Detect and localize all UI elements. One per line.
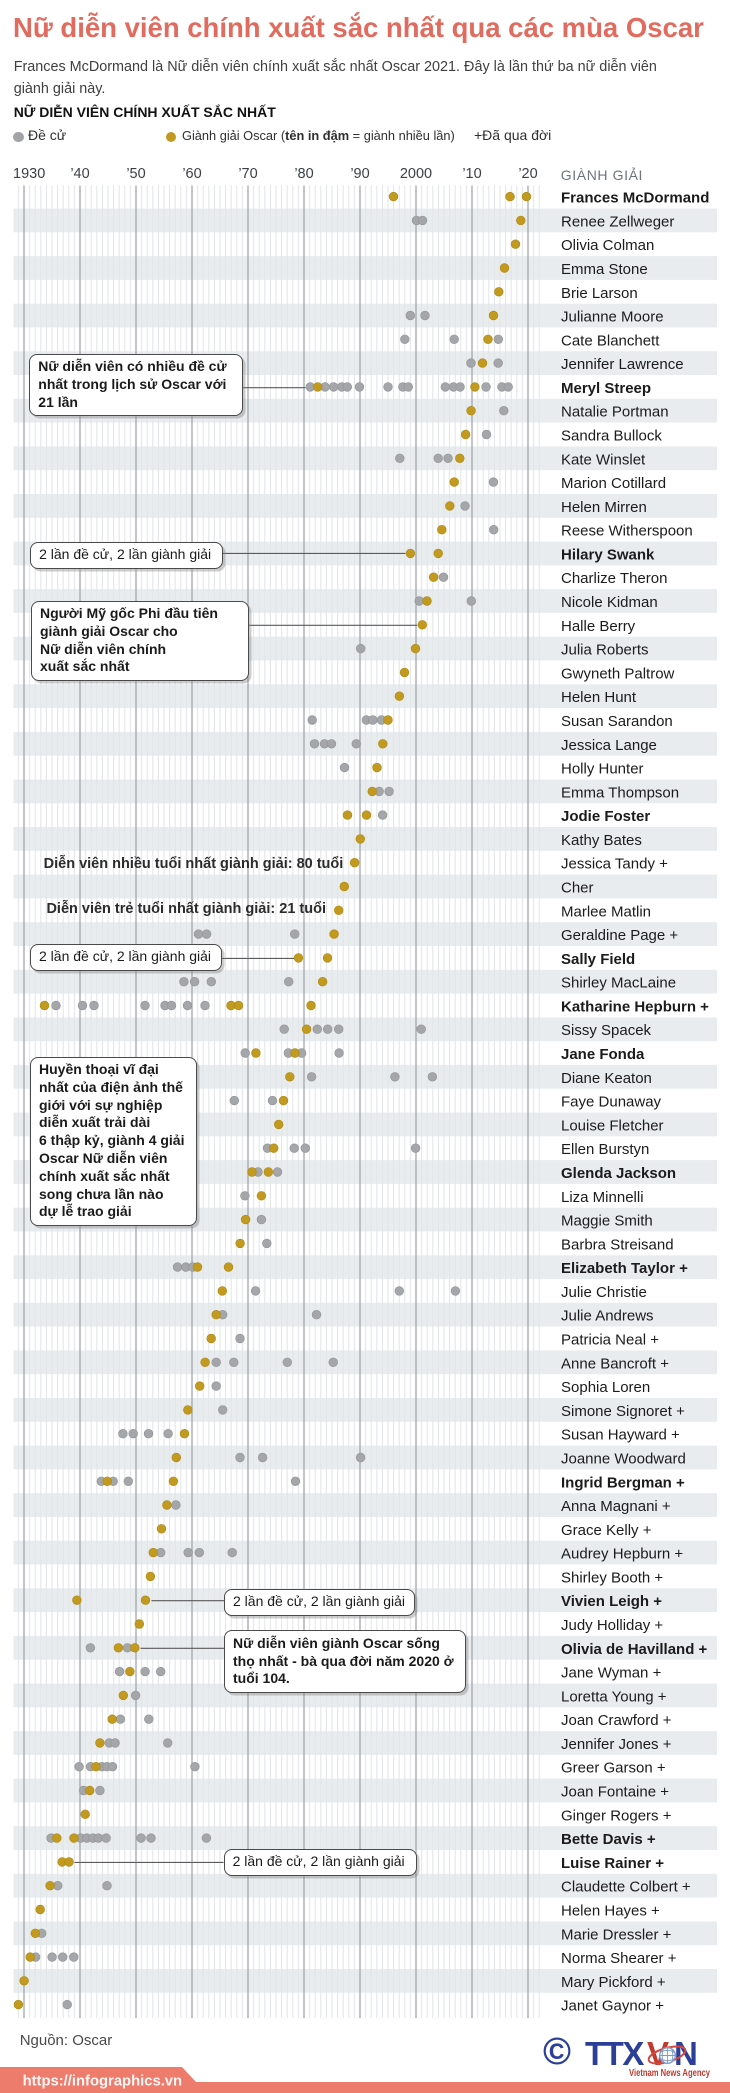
svg-text:Charlize Theron: Charlize Theron <box>561 570 667 587</box>
svg-text:Judy Holliday +: Judy Holliday + <box>561 1617 663 1634</box>
svg-text:N: N <box>674 2035 698 2072</box>
svg-text:Julie Andrews: Julie Andrews <box>561 1308 654 1325</box>
svg-text:Helen Hunt: Helen Hunt <box>561 689 637 706</box>
svg-text:Holly Hunter: Holly Hunter <box>561 761 644 778</box>
svg-text:Shirley MacLaine: Shirley MacLaine <box>561 975 676 992</box>
svg-text:Audrey Hepburn +: Audrey Hepburn + <box>561 1546 683 1563</box>
svg-text:Jane Fonda: Jane Fonda <box>561 1046 645 1063</box>
svg-text:Luise Rainer +: Luise Rainer + <box>561 1855 664 1872</box>
svg-text:Janet Gaynor +: Janet Gaynor + <box>561 1998 664 2015</box>
svg-text:Anne Bancroft +: Anne Bancroft + <box>561 1355 669 1372</box>
svg-text:Vivien Leigh +: Vivien Leigh + <box>561 1593 662 1610</box>
svg-text:Loretta Young +: Loretta Young + <box>561 1688 667 1705</box>
svg-text:Barbra Streisand: Barbra Streisand <box>561 1236 674 1253</box>
svg-text:Frances McDormand: Frances McDormand <box>561 190 709 207</box>
svg-text:Ellen Burstyn: Ellen Burstyn <box>561 1141 649 1158</box>
svg-text:Jennifer Jones +: Jennifer Jones + <box>561 1736 672 1753</box>
svg-text:Hilary Swank: Hilary Swank <box>561 546 655 563</box>
svg-text:Shirley Booth +: Shirley Booth + <box>561 1569 663 1586</box>
svg-text:Joan Fontaine +: Joan Fontaine + <box>561 1784 669 1801</box>
svg-text:Marion Cotillard: Marion Cotillard <box>561 475 666 492</box>
svg-text:Cate Blanchett: Cate Blanchett <box>561 332 660 349</box>
svg-text:©: © <box>543 2031 571 2073</box>
svg-text:Claudette Colbert +: Claudette Colbert + <box>561 1879 691 1896</box>
svg-text:Ginger Rogers +: Ginger Rogers + <box>561 1807 672 1824</box>
svg-text:https://infographics.vn: https://infographics.vn <box>23 2074 182 2090</box>
svg-text:Faye Dunaway: Faye Dunaway <box>561 1094 662 1111</box>
svg-text:Cher: Cher <box>561 880 594 897</box>
svg-text:Geraldine Page +: Geraldine Page + <box>561 927 678 944</box>
svg-text:Mary Pickford +: Mary Pickford + <box>561 1974 666 1991</box>
svg-text:Bette Davis +: Bette Davis + <box>561 1831 656 1848</box>
svg-text:Reese Witherspoon: Reese Witherspoon <box>561 523 693 540</box>
svg-text:Katharine Hepburn +: Katharine Hepburn + <box>561 999 709 1016</box>
svg-text:Susan Hayward +: Susan Hayward + <box>561 1427 680 1444</box>
svg-text:Anna Magnani +: Anna Magnani + <box>561 1498 671 1515</box>
svg-text:Maggie Smith: Maggie Smith <box>561 1213 653 1230</box>
svg-text:Joanne Woodward: Joanne Woodward <box>561 1451 686 1468</box>
svg-text:Brie Larson: Brie Larson <box>561 285 638 302</box>
svg-text:Ingrid Bergman +: Ingrid Bergman + <box>561 1474 685 1491</box>
svg-text:Sandra Bullock: Sandra Bullock <box>561 428 662 445</box>
svg-text:Emma Thompson: Emma Thompson <box>561 784 679 801</box>
svg-text:Natalie Portman: Natalie Portman <box>561 404 669 421</box>
svg-text:Sissy Spacek: Sissy Spacek <box>561 1022 652 1039</box>
svg-text:Gwyneth Paltrow: Gwyneth Paltrow <box>561 665 675 682</box>
svg-text:Jessica Tandy +: Jessica Tandy + <box>561 856 668 873</box>
svg-text:Patricia Neal +: Patricia Neal + <box>561 1332 659 1349</box>
svg-text:Helen Mirren: Helen Mirren <box>561 499 647 516</box>
svg-text:TTX: TTX <box>585 2035 644 2072</box>
svg-text:Halle Berry: Halle Berry <box>561 618 636 635</box>
svg-text:Jennifer Lawrence: Jennifer Lawrence <box>561 356 684 373</box>
svg-text:Helen Hayes +: Helen Hayes + <box>561 1903 660 1920</box>
svg-text:Louise Fletcher: Louise Fletcher <box>561 1117 664 1134</box>
svg-text:Olivia Colman: Olivia Colman <box>561 237 654 254</box>
svg-text:Marlee Matlin: Marlee Matlin <box>561 903 651 920</box>
svg-text:Sophia Loren: Sophia Loren <box>561 1379 650 1396</box>
svg-text:Renee Zellweger: Renee Zellweger <box>561 213 674 230</box>
svg-text:Sally Field: Sally Field <box>561 951 635 968</box>
svg-text:Elizabeth Taylor +: Elizabeth Taylor + <box>561 1260 688 1277</box>
svg-text:Marie Dressler +: Marie Dressler + <box>561 1926 672 1943</box>
svg-text:Julie Christie: Julie Christie <box>561 1284 647 1301</box>
svg-text:Joan Crawford +: Joan Crawford + <box>561 1712 672 1729</box>
svg-text:Meryl Streep: Meryl Streep <box>561 380 651 397</box>
svg-text:Diane Keaton: Diane Keaton <box>561 1070 652 1087</box>
svg-text:Grace Kelly +: Grace Kelly + <box>561 1522 652 1539</box>
svg-text:Kathy Bates: Kathy Bates <box>561 832 642 849</box>
svg-text:Norma Shearer +: Norma Shearer + <box>561 1950 677 1967</box>
svg-text:Nicole Kidman: Nicole Kidman <box>561 594 658 611</box>
svg-text:Jessica Lange: Jessica Lange <box>561 737 657 754</box>
svg-text:Jodie Foster: Jodie Foster <box>561 808 650 825</box>
svg-text:Emma Stone: Emma Stone <box>561 261 648 278</box>
svg-text:Vietnam News Agency: Vietnam News Agency <box>629 2068 710 2079</box>
svg-text:Liza Minnelli: Liza Minnelli <box>561 1189 644 1206</box>
svg-text:Glenda Jackson: Glenda Jackson <box>561 1165 676 1182</box>
svg-text:Greer Garson +: Greer Garson + <box>561 1760 666 1777</box>
svg-text:Olivia de Havilland +: Olivia de Havilland + <box>561 1641 708 1658</box>
svg-text:Jane Wyman +: Jane Wyman + <box>561 1665 662 1682</box>
svg-text:Susan Sarandon: Susan Sarandon <box>561 713 673 730</box>
svg-text:Julia Roberts: Julia Roberts <box>561 642 649 659</box>
svg-text:Julianne Moore: Julianne Moore <box>561 309 664 326</box>
svg-text:Kate Winslet: Kate Winslet <box>561 451 646 468</box>
svg-text:Simone Signoret +: Simone Signoret + <box>561 1403 685 1420</box>
